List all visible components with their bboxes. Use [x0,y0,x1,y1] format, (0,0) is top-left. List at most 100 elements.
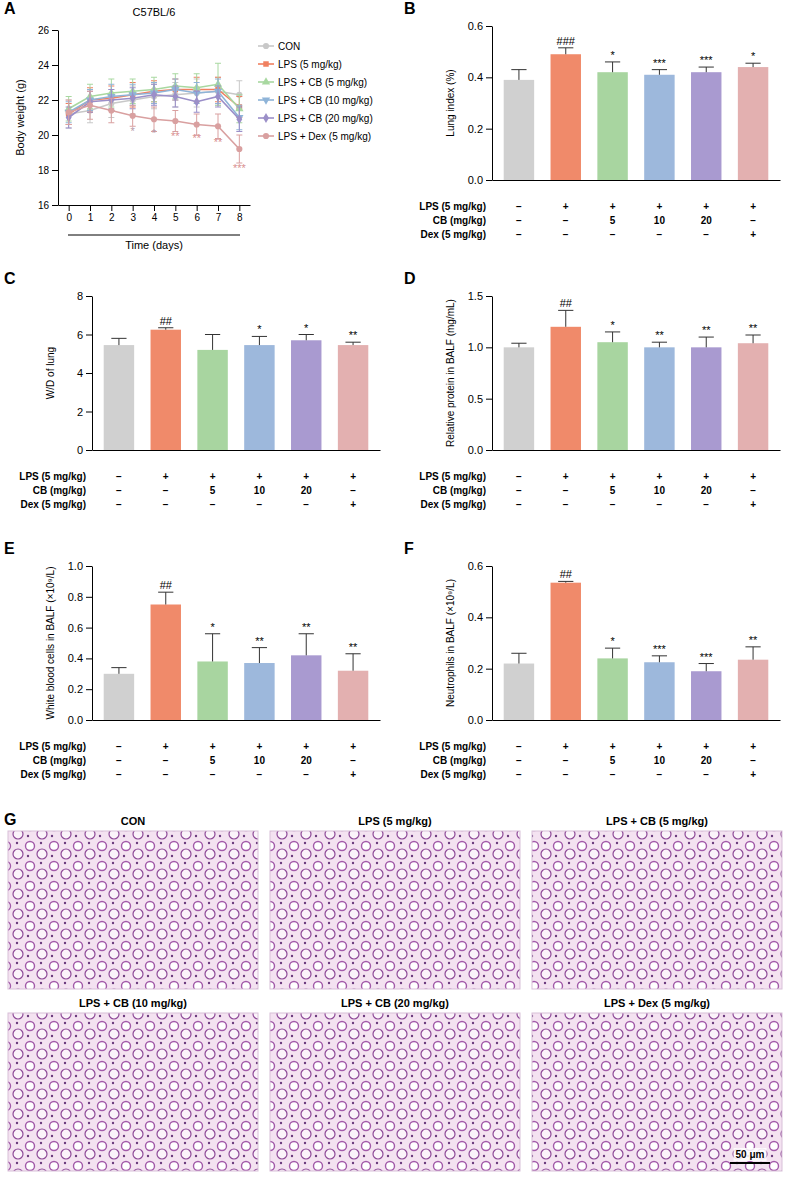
tick-mark [239,205,240,211]
plot-area [104,592,369,720]
image-title: LPS + Dex (5 mg/kg) [604,997,710,1009]
tick: 26 [38,25,58,36]
table-cell: − [516,741,522,752]
table-cell: − [116,769,122,780]
tick-mark [69,205,70,211]
y-axis-title: Relative protein in BALF (mg/mL) [445,299,456,447]
y-axis: 0.00.20.40.60.81.0 [68,560,93,726]
x-tick-label: 7 [216,212,222,223]
tick: 0.5 [468,393,492,405]
scale-bar [730,1162,770,1164]
point [194,121,200,127]
error-bar [511,343,526,347]
y-tick-label: 0.8 [68,591,83,603]
bar [504,664,534,720]
tick: 7 [216,205,222,223]
error-bar [151,84,157,105]
tick: 1.5 [468,290,492,302]
bar [551,54,581,180]
tick-mark [197,205,198,211]
tick: 0.4 [468,611,492,623]
axis-line [58,31,59,206]
row-label: LPS (5 mg/kg) [19,741,86,752]
significance: ## [160,579,173,591]
row-label: LPS (5 mg/kg) [19,471,86,482]
table-cell: − [163,769,169,780]
x-axis [493,180,781,181]
table-cell: − [116,755,122,766]
table-cell: − [303,499,309,510]
tick: 0.0 [468,444,492,456]
tick: 3 [130,205,136,223]
x-tick-label: 3 [130,212,136,223]
table-cell: + [703,201,709,212]
bar [691,671,721,720]
y-axis-title: Neutrophils in BALF (×10⁹/L) [445,579,456,707]
bar [551,583,581,720]
point [215,91,221,101]
plot-area [65,63,244,163]
axis-line [492,27,493,181]
scale-bar-label: 50 μm [736,1149,765,1160]
tick: 24 [38,60,58,71]
table-cell: + [163,471,169,482]
panel-letter: E [4,540,15,557]
table-cell: + [750,471,756,482]
significance: * [131,125,136,137]
table-cell: + [703,471,709,482]
legend-marker [262,77,270,84]
legend-label: LPS + CB (10 mg/kg) [278,95,373,106]
bar [551,327,581,450]
table-cell: − [516,201,522,212]
error-bar [745,63,760,67]
error-bar [151,84,157,109]
panel: 0.00.20.40.6Neutrophils in BALF (×10⁹/L)… [419,560,780,780]
table-cell: − [750,755,756,766]
table-cell: − [256,769,262,780]
panel: 0.00.51.01.5Relative protein in BALF (mg… [419,290,780,510]
point [151,116,157,122]
table-cell: − [563,769,569,780]
axis-line [493,720,781,721]
significance: ** [749,322,758,334]
panel-letter: A [4,0,16,17]
table-cell: + [656,201,662,212]
table-cell: − [516,499,522,510]
tick-mark [86,658,92,659]
tick: 5 [173,205,179,223]
tick-mark [86,296,92,297]
histology-image [532,831,782,989]
table-cell: 10 [254,485,266,496]
tick-mark [86,450,92,451]
bar [104,674,134,720]
histology-image [532,1013,782,1171]
error-bar [87,91,93,119]
table-cell: 10 [654,215,666,226]
table-cell: 20 [701,485,713,496]
tick: 20 [38,130,58,141]
significance: *** [653,643,667,655]
y-axis-title: White blood cells in BALF (×10⁹/L) [45,567,56,720]
axis-line [92,297,93,451]
significance: * [257,323,262,335]
table-cell: − [656,229,662,240]
tick-mark [52,205,58,206]
table-cell: − [516,471,522,482]
significance: * [152,127,157,139]
bar [644,662,674,720]
legend-label: CON [278,41,300,52]
error-bar [745,335,760,343]
tick-mark [486,450,492,451]
table-cell: − [210,769,216,780]
row-label: CB (mg/kg) [433,215,486,226]
table-cell: + [750,741,756,752]
significance: ## [560,297,573,309]
y-tick-label: 0.6 [468,20,483,32]
row-label: Dex (5 mg/kg) [20,769,86,780]
error-bar [252,648,267,663]
tick-mark [52,30,58,31]
tick: 8 [77,290,92,302]
error-bar [172,83,178,108]
tick: 2 [77,406,92,418]
error-bar [345,654,360,671]
